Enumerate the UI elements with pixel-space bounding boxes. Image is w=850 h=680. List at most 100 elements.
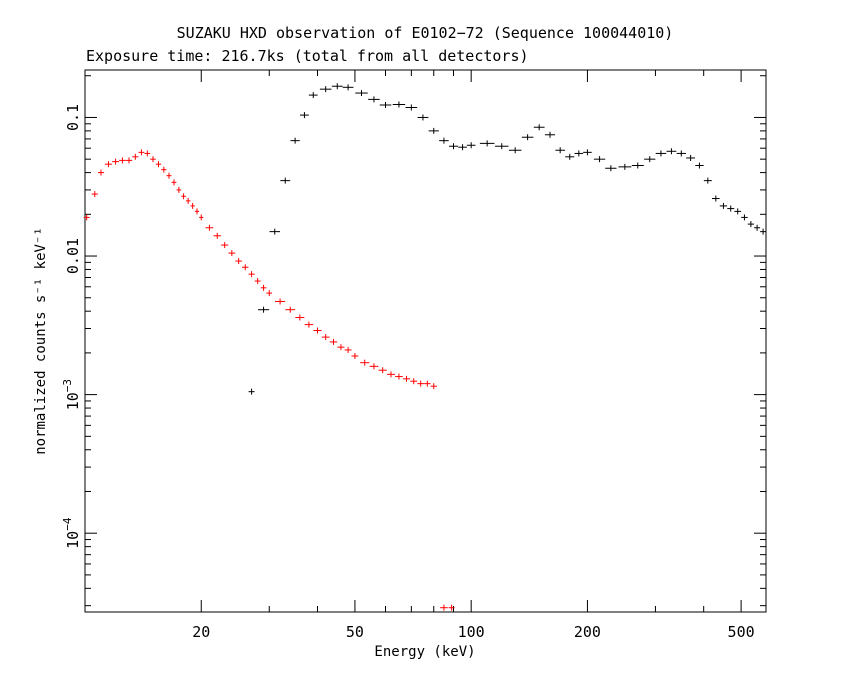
svg-text:10−3: 10−3 xyxy=(61,379,82,410)
data-point xyxy=(285,306,296,313)
data-point xyxy=(417,380,425,387)
y-tick-label: 10−4 xyxy=(61,517,82,549)
y-tick-label: 10−3 xyxy=(61,379,82,410)
data-point xyxy=(161,166,167,173)
data-point xyxy=(605,165,617,172)
data-point xyxy=(132,153,139,160)
data-point xyxy=(199,214,204,221)
x-tick-label: 50 xyxy=(346,623,364,641)
data-point xyxy=(112,158,120,165)
data-point xyxy=(290,137,300,144)
data-point xyxy=(440,604,448,611)
data-point xyxy=(313,327,322,334)
data-point xyxy=(378,367,387,374)
y-tick-label: 0.1 xyxy=(64,104,82,131)
data-point xyxy=(228,250,236,257)
series-0 xyxy=(83,149,455,611)
data-point xyxy=(138,149,145,156)
data-point xyxy=(280,177,291,184)
data-point xyxy=(392,101,406,108)
data-point xyxy=(379,101,392,108)
data-point xyxy=(395,373,403,380)
data-point xyxy=(410,378,418,385)
x-axis-label: Energy (keV) xyxy=(374,644,475,660)
data-point xyxy=(754,224,761,231)
data-point xyxy=(734,208,742,215)
data-point xyxy=(269,228,280,235)
data-point xyxy=(533,124,545,131)
plot-frame xyxy=(84,69,767,613)
x-tick-label: 200 xyxy=(574,623,601,641)
data-point xyxy=(125,157,133,164)
data-point xyxy=(719,202,728,209)
data-point xyxy=(727,205,735,212)
data-point xyxy=(176,186,182,193)
data-series-layer xyxy=(83,83,767,611)
data-point xyxy=(574,150,584,157)
data-point xyxy=(166,172,172,179)
data-point xyxy=(479,140,495,147)
chart-subtitle: Exposure time: 216.7ks (total from all d… xyxy=(86,47,529,65)
data-point xyxy=(747,221,754,228)
data-point xyxy=(355,90,368,97)
data-point xyxy=(695,162,704,169)
data-point xyxy=(741,214,748,221)
data-point xyxy=(308,92,318,99)
data-point xyxy=(402,375,411,382)
data-point xyxy=(368,96,380,103)
data-point xyxy=(387,371,395,378)
data-point xyxy=(83,214,90,221)
data-point xyxy=(686,154,696,161)
y-axis-ticks: 0.1 0.01 10−3 10−4 xyxy=(61,75,766,607)
x-tick-label: 500 xyxy=(728,623,755,641)
data-point xyxy=(428,127,439,134)
data-point xyxy=(521,134,534,141)
data-point xyxy=(329,338,338,345)
data-point xyxy=(760,228,767,235)
data-point xyxy=(185,197,191,204)
data-point xyxy=(155,161,162,168)
data-point xyxy=(194,208,200,215)
data-point xyxy=(583,149,592,156)
data-point xyxy=(448,143,459,150)
data-point xyxy=(342,84,354,91)
data-point xyxy=(417,114,429,121)
data-point xyxy=(495,143,509,150)
x-tick-label: 20 xyxy=(192,623,210,641)
data-point xyxy=(618,163,632,170)
svg-text:0.1: 0.1 xyxy=(64,104,82,131)
data-point xyxy=(300,112,309,119)
data-point xyxy=(644,156,656,163)
data-point xyxy=(666,148,677,155)
data-point xyxy=(254,278,261,285)
data-point xyxy=(466,142,476,149)
series-1 xyxy=(248,83,767,395)
data-point xyxy=(369,363,379,370)
data-point xyxy=(150,156,156,163)
data-point xyxy=(458,144,467,151)
data-point xyxy=(213,232,221,239)
data-point xyxy=(205,224,214,231)
data-point xyxy=(544,131,556,138)
svg-text:0.01: 0.01 xyxy=(64,238,82,274)
data-point xyxy=(593,156,606,163)
data-point xyxy=(260,284,267,291)
data-point xyxy=(97,169,105,176)
data-point xyxy=(274,298,286,305)
data-point xyxy=(190,202,195,209)
svg-text:10−4: 10−4 xyxy=(61,517,82,549)
chart-title: SUZAKU HXD observation of E0102−72 (Sequ… xyxy=(177,24,674,42)
data-point xyxy=(235,258,242,265)
data-point xyxy=(351,352,359,359)
data-point xyxy=(266,290,273,297)
data-point xyxy=(304,321,314,328)
data-point xyxy=(144,150,151,157)
data-point xyxy=(430,383,437,390)
data-point xyxy=(508,147,522,154)
data-point xyxy=(321,334,330,341)
data-point xyxy=(424,380,431,387)
data-point xyxy=(91,191,98,198)
data-point xyxy=(104,161,113,168)
data-point xyxy=(257,306,270,313)
data-point xyxy=(119,157,126,164)
